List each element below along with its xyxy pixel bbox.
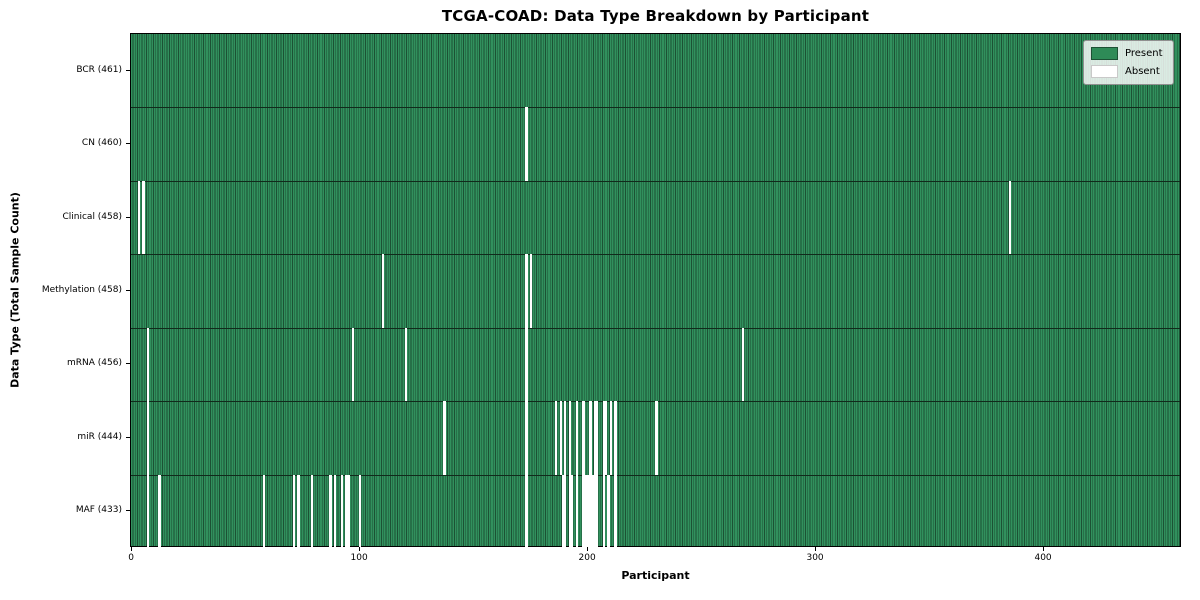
y-tick-mark [126,70,130,71]
row-separator [131,180,1180,182]
absent-marker [575,401,578,475]
chart-title: TCGA-COAD: Data Type Breakdown by Partic… [441,7,870,25]
absent-marker [559,401,562,475]
absent-marker [602,474,606,548]
absent-marker [263,474,266,548]
absent-marker [352,327,355,402]
absent-marker [525,401,528,475]
absent-marker [333,474,337,548]
row-separator [131,474,1180,476]
absent-marker [404,327,407,402]
x-tick-label: 200 [578,553,596,563]
row-separator [131,254,1180,256]
y-tick-mark [126,217,130,218]
y-tick-label: miR (444) [77,431,122,442]
y-tick-mark [126,437,130,438]
absent-marker [345,474,348,548]
y-tick-mark [126,363,130,364]
row-separator [131,107,1180,109]
absent-marker [525,254,528,328]
absent-marker [589,474,592,548]
absent-marker [584,474,587,548]
absent-marker [596,474,599,548]
legend-present-swatch [1091,47,1118,60]
absent-marker [607,474,610,548]
x-tick-mark [131,547,133,551]
y-tick-mark [126,290,130,291]
absent-marker [329,474,332,548]
absent-marker [529,254,533,328]
legend: Present Absent [1083,40,1174,85]
x-tick-label: 400 [1034,553,1052,563]
absent-marker [568,401,571,475]
x-tick-label: 300 [806,553,824,563]
y-tick-mark [126,143,130,144]
absent-marker [614,474,617,548]
absent-marker [575,474,578,548]
absent-marker [555,401,558,475]
plot-area [130,33,1181,548]
absent-marker [525,327,528,402]
legend-item-absent: Absent [1091,65,1163,78]
x-axis-label: Participant [621,569,690,582]
absent-marker [137,180,141,255]
absent-marker [525,107,528,181]
absent-marker [593,474,597,548]
absent-marker [596,401,599,475]
absent-marker [568,474,571,548]
absent-marker [1008,180,1011,255]
row-separator [131,327,1180,329]
absent-marker [586,474,590,548]
absent-marker [582,401,585,475]
y-tick-label: CN (460) [81,138,122,149]
absent-marker [582,474,585,548]
absent-marker [561,474,565,548]
absent-marker [605,401,608,475]
absent-marker [443,401,446,475]
y-tick-label: BCR (461) [76,64,122,75]
absent-marker [292,474,296,548]
absent-marker [146,327,150,402]
absent-marker [525,474,528,548]
x-tick-mark [815,547,817,551]
absent-marker [609,401,613,475]
y-tick-label: mRNA (456) [67,358,122,369]
absent-marker [591,474,594,548]
absent-marker [146,474,150,548]
legend-absent-label: Absent [1125,66,1160,77]
y-tick-mark [126,510,130,511]
absent-marker [741,327,745,402]
y-tick-label: Clinical (458) [62,211,122,222]
absent-marker [146,401,150,475]
y-tick-label: MAF (433) [75,505,122,516]
absent-marker [340,474,343,548]
absent-marker [614,401,617,475]
absent-marker [358,474,362,548]
legend-present-label: Present [1125,48,1163,59]
absent-marker [297,474,300,548]
legend-absent-swatch [1091,65,1118,78]
legend-item-present: Present [1091,47,1163,60]
absent-marker [158,474,161,548]
absent-marker [142,180,145,255]
absent-marker [655,401,658,475]
absent-marker [571,474,574,548]
x-tick-mark [1043,547,1045,551]
x-tick-label: 0 [128,553,134,563]
y-tick-label: Methylation (458) [41,285,122,295]
absent-marker [564,474,567,548]
x-tick-label: 100 [350,553,368,563]
absent-marker [381,254,385,328]
absent-marker [347,474,350,548]
absent-marker [589,401,592,475]
x-tick-mark [587,547,589,551]
absent-marker [564,401,567,475]
absent-marker [602,401,606,475]
absent-marker [593,401,597,475]
absent-marker [311,474,314,548]
x-tick-mark [359,547,361,551]
